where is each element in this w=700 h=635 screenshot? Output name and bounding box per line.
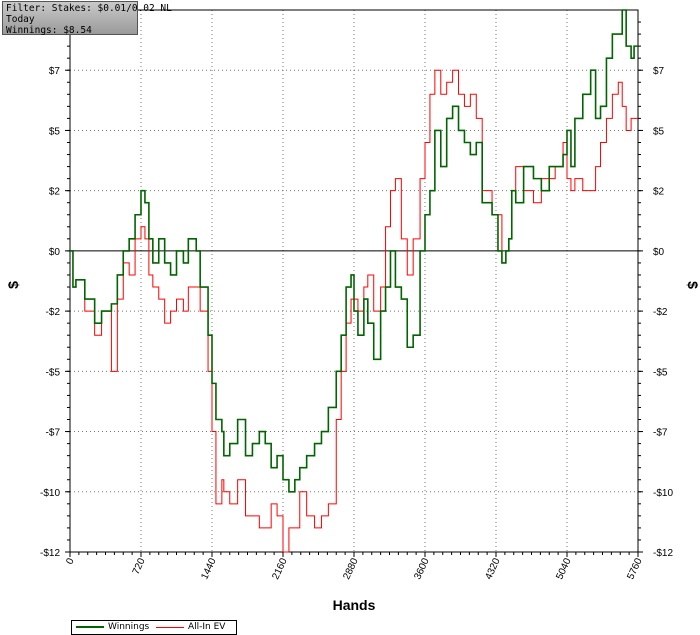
x-tick-label: 5040 [554, 556, 574, 581]
y-tick-label-left: $0 [49, 247, 61, 258]
series-lines [70, 9, 638, 553]
y-tick-label-left: $7 [49, 66, 61, 77]
y-axis-label-right: $ [685, 281, 700, 289]
x-tick-label: 0 [64, 556, 77, 566]
x-tick-label: 720 [131, 556, 148, 576]
legend-label-winnings: Winnings [108, 622, 150, 632]
y-tick-label-right: $7 [653, 66, 665, 77]
x-tick-label: 2160 [270, 556, 290, 581]
y-tick-label-right: $2 [653, 187, 665, 198]
axis-ticks: 0 720 1440 2160 2880 3600 4320 5040 5760 -$12 -$12… [40, 21, 673, 581]
filter-info-box: Filter: Stakes: $0.01/0.02 NL Today Winn… [2, 1, 172, 36]
x-axis-label: Hands [333, 597, 376, 613]
x-tick-label: 3600 [412, 556, 432, 581]
series-line-winnings [70, 9, 638, 493]
y-tick-label-left: -$12 [40, 548, 60, 559]
y-tick-label-right: $5 [653, 126, 665, 137]
legend-swatch-winnings [76, 626, 104, 628]
x-tick-label: 2880 [341, 556, 361, 581]
legend-item-winnings: Winnings [76, 622, 149, 632]
y-tick-label-left: $2 [49, 187, 61, 198]
y-tick-label-left: -$7 [46, 428, 61, 439]
legend-swatch-allin-ev [156, 626, 184, 628]
y-tick-label-right: -$12 [653, 548, 673, 559]
y-tick-label-right: -$5 [653, 367, 668, 378]
legend-label-allin-ev: All-In EV [188, 622, 226, 632]
filter-text: Filter: Stakes: $0.01/0.02 NL [6, 3, 172, 14]
y-tick-label-left: -$10 [40, 488, 60, 499]
y-tick-label-right: $0 [653, 247, 665, 258]
y-tick-label-left: $5 [49, 126, 61, 137]
period-text: Today [6, 14, 35, 25]
y-tick-label-left: -$5 [46, 367, 61, 378]
y-axis-label-left: $ [5, 281, 21, 289]
y-tick-label-right: -$7 [653, 428, 668, 439]
x-tick-label: 4320 [483, 556, 503, 581]
legend-item-allin-ev: All-In EV [156, 622, 225, 632]
y-tick-label-right: -$10 [653, 488, 673, 499]
legend: Winnings All-In EV [71, 620, 237, 635]
x-tick-label: 1440 [199, 556, 219, 581]
x-tick-label: 5760 [625, 556, 645, 581]
y-tick-label-right: -$2 [653, 307, 668, 318]
winnings-text: Winnings: $8.54 [6, 25, 92, 36]
y-tick-label-left: -$2 [46, 307, 61, 318]
